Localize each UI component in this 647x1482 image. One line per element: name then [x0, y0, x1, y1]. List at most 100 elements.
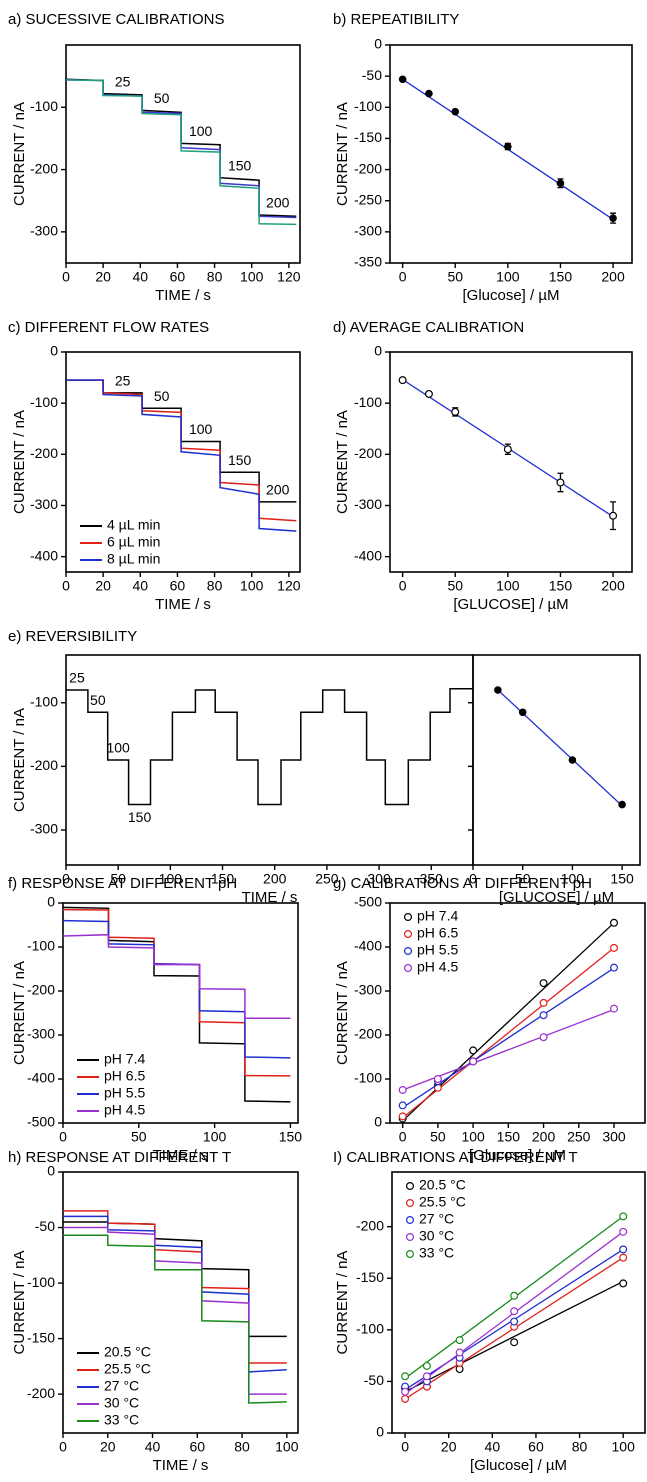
x-tick-label: 60 — [528, 1439, 544, 1455]
y-tick-label: -100 — [27, 1274, 55, 1290]
y-tick-label: -100 — [354, 1070, 382, 1086]
x-tick-label: 40 — [132, 269, 148, 285]
legend-label: pH 7.4 — [104, 1051, 145, 1067]
x-tick-label: 150 — [497, 1129, 521, 1145]
legend-label: 4 µL min — [107, 517, 160, 533]
legend-swatch — [406, 1181, 415, 1190]
data-point — [510, 1291, 519, 1300]
legend-label: pH 7.4 — [417, 908, 458, 924]
data-point — [510, 1307, 519, 1316]
step-annotation: 25 — [115, 373, 131, 389]
y-tick-label: -300 — [354, 223, 382, 239]
y-tick-label: -100 — [30, 693, 58, 709]
series-line — [65, 79, 297, 226]
chart-title: I) CALIBRATIONS AT DIFFERENT T — [333, 1149, 577, 1166]
step-annotation: 150 — [128, 809, 152, 825]
legend-label: pH 6.5 — [417, 925, 458, 941]
legend-label: 30 °C — [419, 1228, 454, 1244]
y-tick-label: -50 — [364, 1372, 384, 1388]
x-tick-label: 100 — [612, 1439, 636, 1455]
x-tick-label: 350 — [420, 871, 444, 887]
chart-title: e) REVERSIBILITY — [8, 628, 137, 645]
chart-title: d) AVERAGE CALIBRATION — [333, 319, 524, 336]
x-tick-label: 60 — [170, 578, 186, 594]
y-tick-label: 0 — [374, 36, 382, 52]
y-tick-label: 0 — [376, 1424, 384, 1440]
y-tick-label: -200 — [30, 757, 58, 773]
legend-label: 33 °C — [104, 1412, 139, 1428]
x-tick-label: 100 — [203, 1129, 227, 1145]
legend-label: 8 µL min — [107, 551, 160, 567]
y-tick-label: -100 — [27, 938, 55, 954]
fit-line — [402, 967, 615, 1109]
x-tick-label: 80 — [207, 269, 223, 285]
x-tick-label: 50 — [447, 578, 463, 594]
x-tick-label: 150 — [549, 578, 573, 594]
y-axis-label: CURRENT / nA — [11, 102, 28, 206]
x-tick-label: 80 — [234, 1439, 250, 1455]
y-tick-label: -100 — [30, 98, 58, 114]
x-tick-label: 0 — [399, 1129, 407, 1145]
y-tick-label: -150 — [356, 1269, 384, 1285]
y-tick-label: -50 — [362, 67, 382, 83]
chart-title: c) DIFFERENT FLOW RATES — [8, 319, 209, 336]
x-axis-label: TIME / s — [153, 1457, 209, 1474]
series-line — [63, 1234, 287, 1404]
data-point — [425, 89, 433, 98]
series-line — [63, 1221, 287, 1338]
data-point — [424, 389, 433, 398]
legend-label: pH 4.5 — [417, 959, 458, 975]
legend-swatch — [404, 929, 413, 938]
y-tick-label: -100 — [356, 1321, 384, 1337]
y-tick-label: -300 — [354, 982, 382, 998]
y-tick-label: -100 — [354, 394, 382, 410]
data-point — [398, 1112, 407, 1121]
y-tick-label: -300 — [354, 496, 382, 512]
data-point — [618, 800, 626, 809]
x-tick-label: 200 — [532, 1129, 556, 1145]
x-tick-label: 50 — [447, 269, 463, 285]
series-line — [66, 379, 297, 532]
x-tick-label: 250 — [567, 1129, 591, 1145]
legend-label: pH 5.5 — [417, 942, 458, 958]
y-axis-label: CURRENT / nA — [334, 1251, 351, 1355]
legend-swatch — [406, 1198, 415, 1207]
x-tick-label: 150 — [279, 1129, 303, 1145]
series-line — [63, 1210, 287, 1364]
data-point — [568, 756, 577, 764]
x-axis-label: TIME / s — [153, 1147, 209, 1164]
data-point — [401, 1387, 410, 1396]
x-tick-label: 200 — [263, 871, 287, 887]
y-tick-label: -200 — [30, 445, 58, 461]
x-tick-label: 20 — [441, 1439, 457, 1455]
x-tick-label: 0 — [401, 1439, 409, 1455]
y-tick-label: -250 — [354, 191, 382, 207]
y-tick-label: 0 — [50, 343, 58, 359]
legend-label: pH 6.5 — [104, 1068, 145, 1084]
plot-frame — [389, 44, 633, 264]
data-point — [510, 1317, 519, 1326]
y-axis-label: CURRENT / nA — [334, 961, 351, 1065]
step-annotation: 100 — [106, 740, 130, 756]
x-tick-label: 0 — [62, 578, 70, 594]
x-tick-label: 100 — [561, 871, 585, 887]
step-annotation: 150 — [228, 157, 252, 173]
data-point — [398, 376, 407, 385]
data-point — [518, 708, 527, 717]
legend-label: 25.5 °C — [419, 1194, 466, 1210]
plot-frame — [391, 1171, 646, 1434]
x-tick-label: 100 — [496, 269, 520, 285]
y-tick-label: -200 — [354, 1026, 382, 1042]
data-point — [619, 1279, 628, 1288]
x-tick-label: 20 — [95, 269, 111, 285]
y-tick-label: -400 — [354, 547, 382, 563]
data-point — [609, 214, 617, 222]
data-point — [398, 1085, 407, 1094]
legend-label: 33 °C — [419, 1245, 454, 1261]
x-axis-label: [GLUCOSE] / µM — [499, 889, 614, 906]
fit-line — [404, 1280, 624, 1393]
x-tick-label: 60 — [189, 1439, 205, 1455]
data-point — [619, 1253, 628, 1262]
x-tick-label: 200 — [601, 578, 625, 594]
